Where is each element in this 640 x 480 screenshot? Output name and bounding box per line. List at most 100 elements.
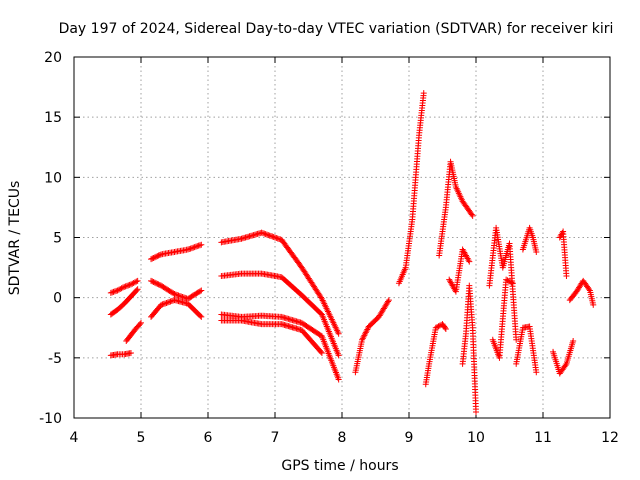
data-point bbox=[151, 279, 158, 286]
y-tick-labels: -10 -5 0 5 10 15 20 bbox=[39, 50, 62, 427]
data-point bbox=[590, 301, 597, 308]
data-point bbox=[442, 324, 449, 331]
data-point bbox=[134, 277, 141, 284]
data-point bbox=[198, 241, 205, 248]
data-point bbox=[585, 286, 592, 293]
data-point bbox=[363, 327, 370, 334]
data-point bbox=[570, 337, 577, 344]
data-point bbox=[153, 280, 160, 287]
data-point bbox=[359, 335, 366, 342]
data-point bbox=[155, 252, 162, 259]
data-point bbox=[151, 254, 158, 261]
data-points bbox=[107, 90, 597, 415]
data-point bbox=[133, 287, 140, 294]
data-point bbox=[154, 253, 161, 260]
data-point bbox=[513, 336, 520, 343]
y-tick-label: -10 bbox=[39, 411, 62, 427]
data-point bbox=[153, 253, 160, 260]
data-point bbox=[133, 278, 140, 285]
data-point bbox=[420, 90, 427, 97]
data-point bbox=[198, 313, 205, 320]
data-point bbox=[197, 288, 204, 295]
data-point bbox=[119, 284, 126, 291]
data-point bbox=[317, 348, 324, 355]
x-tick-label: 4 bbox=[70, 430, 79, 446]
data-point bbox=[533, 248, 540, 255]
data-point bbox=[503, 276, 510, 283]
chart-title: Day 197 of 2024, Sidereal Day-to-day VTE… bbox=[59, 21, 614, 37]
data-point bbox=[508, 279, 515, 286]
data-point bbox=[359, 336, 366, 343]
data-point bbox=[335, 330, 342, 337]
data-point bbox=[150, 279, 157, 286]
data-point bbox=[198, 287, 205, 294]
data-point bbox=[533, 369, 540, 376]
data-point bbox=[136, 321, 143, 328]
data-point bbox=[442, 325, 449, 332]
data-point bbox=[154, 280, 161, 287]
data-point bbox=[466, 258, 473, 265]
data-point bbox=[134, 286, 141, 293]
data-point bbox=[130, 279, 137, 286]
axis-ticks bbox=[73, 56, 611, 419]
data-point bbox=[563, 273, 570, 280]
y-tick-label: 15 bbox=[44, 110, 62, 126]
y-tick-label: 20 bbox=[44, 50, 62, 66]
data-point bbox=[148, 256, 155, 263]
data-point bbox=[197, 312, 204, 319]
data-point bbox=[335, 352, 342, 359]
data-point bbox=[156, 251, 163, 258]
data-point bbox=[114, 287, 121, 294]
x-tick-label: 9 bbox=[405, 430, 414, 446]
y-tick-label: 5 bbox=[53, 231, 62, 247]
x-tick-label: 5 bbox=[137, 430, 146, 446]
data-point bbox=[362, 330, 369, 337]
grid bbox=[74, 57, 610, 418]
data-point bbox=[149, 278, 156, 285]
data-point bbox=[473, 408, 479, 415]
y-tick-label: -5 bbox=[48, 351, 62, 367]
x-tick-label: 10 bbox=[467, 430, 485, 446]
data-point bbox=[150, 254, 157, 261]
data-point bbox=[115, 286, 122, 293]
x-tick-labels: 4 5 6 7 8 9 10 11 12 bbox=[70, 430, 619, 446]
x-axis-label: GPS time / hours bbox=[281, 458, 398, 474]
y-tick-label: 10 bbox=[44, 170, 62, 186]
data-point bbox=[318, 350, 325, 357]
data-point bbox=[131, 279, 138, 286]
data-point bbox=[118, 285, 125, 292]
data-point bbox=[155, 281, 162, 288]
x-tick-label: 6 bbox=[204, 430, 213, 446]
data-point bbox=[138, 319, 144, 326]
data-point bbox=[148, 277, 155, 284]
y-axis-label: SDTVAR / TECUs bbox=[7, 181, 23, 296]
x-tick-label: 12 bbox=[601, 430, 619, 446]
x-tick-label: 8 bbox=[338, 430, 347, 446]
data-point bbox=[335, 376, 342, 383]
y-tick-label: 0 bbox=[53, 291, 62, 307]
data-point bbox=[507, 278, 514, 285]
data-point bbox=[362, 329, 369, 336]
data-point bbox=[149, 255, 156, 262]
data-point bbox=[509, 280, 516, 287]
data-point bbox=[117, 286, 124, 293]
x-tick-label: 7 bbox=[271, 430, 280, 446]
data-point bbox=[360, 333, 367, 340]
data-point bbox=[505, 278, 512, 285]
data-point bbox=[361, 332, 368, 339]
data-point bbox=[170, 290, 177, 297]
data-point bbox=[468, 211, 475, 218]
data-point bbox=[435, 323, 442, 330]
data-point bbox=[127, 350, 134, 357]
data-point bbox=[434, 324, 441, 331]
data-point bbox=[504, 277, 511, 284]
data-point bbox=[364, 326, 371, 333]
data-point bbox=[385, 297, 392, 304]
data-point bbox=[432, 324, 439, 331]
data-point bbox=[127, 281, 134, 288]
data-point bbox=[129, 280, 136, 287]
data-point bbox=[562, 362, 569, 369]
x-tick-label: 11 bbox=[534, 430, 552, 446]
data-point bbox=[385, 298, 392, 305]
